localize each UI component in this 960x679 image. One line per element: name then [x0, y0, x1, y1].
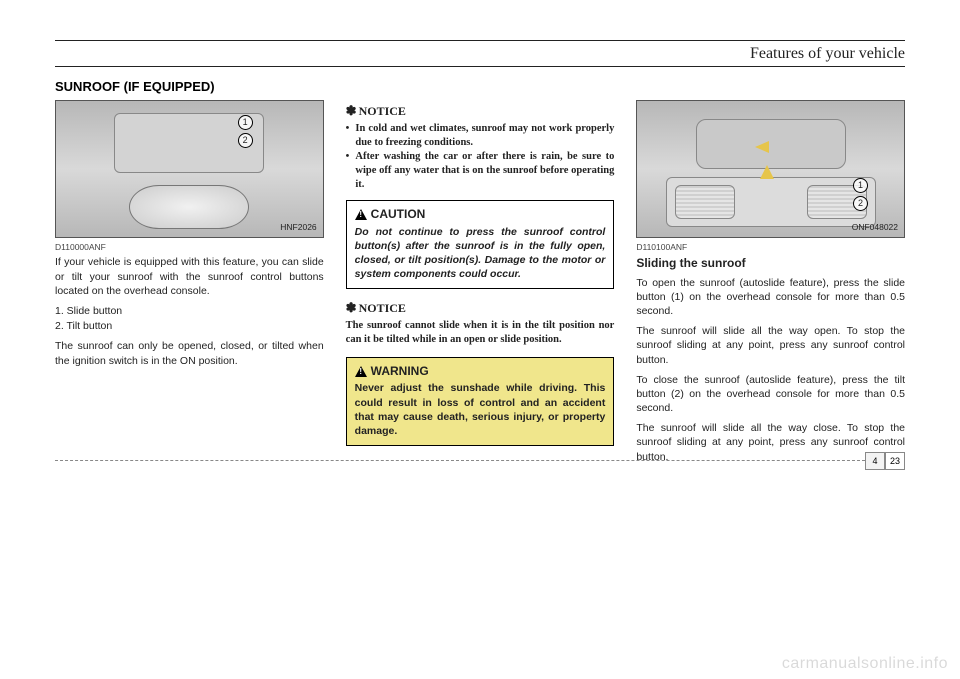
notice1-bullet2: After washing the car or after there is … — [355, 150, 614, 193]
col1-intro: If your vehicle is equipped with this fe… — [55, 255, 324, 298]
warning-triangle-icon — [355, 209, 367, 220]
bullet-dot: • — [346, 122, 350, 150]
header-section-title: Features of your vehicle — [750, 45, 905, 63]
callout-2: 2 — [238, 133, 253, 148]
figure1-label: HNF2026 — [280, 222, 316, 233]
notice1-label: NOTICE — [359, 104, 406, 118]
col1-para2: The sunroof can only be opened, closed, … — [55, 339, 324, 367]
caution-head: CAUTION — [355, 206, 606, 222]
warning-label: WARNING — [371, 363, 429, 379]
notice2-body: The sunroof cannot slide when it is in t… — [346, 319, 615, 347]
column-2: ✽NOTICE •In cold and wet climates, sunro… — [346, 100, 615, 470]
doc-code-1: D110000ANF — [55, 242, 324, 253]
warning-head: WARNING — [355, 363, 606, 379]
content-columns: 1 2 HNF2026 D110000ANF If your vehicle i… — [55, 100, 905, 470]
notice-symbol: ✽ — [346, 103, 357, 118]
figure2-label: ONF048022 — [852, 222, 898, 233]
notice1-head: ✽NOTICE — [346, 102, 615, 120]
warning-box: WARNING Never adjust the sunshade while … — [346, 357, 615, 446]
chapter-number: 4 — [865, 452, 885, 470]
dome-light-graphic — [666, 177, 876, 227]
arrow-up-icon — [760, 165, 774, 179]
callout-1: 1 — [853, 178, 868, 193]
col3-p1: To open the sunroof (autoslide feature),… — [636, 276, 905, 319]
caution-label: CAUTION — [371, 206, 426, 222]
sunroof-slot-graphic — [696, 119, 846, 169]
mirror-graphic — [129, 185, 249, 229]
footer-dashline — [55, 460, 865, 461]
bullet-dot: • — [346, 150, 350, 193]
col3-subhead: Sliding the sunroof — [636, 255, 905, 271]
notice-symbol: ✽ — [346, 300, 357, 315]
lens-left — [675, 185, 735, 219]
notice2-label: NOTICE — [359, 301, 406, 315]
figure1-callouts: 1 2 — [238, 115, 253, 148]
page-number-box: 4 23 — [865, 452, 905, 470]
warning-triangle-icon — [355, 366, 367, 377]
figure-overhead-console: 1 2 HNF2026 — [55, 100, 324, 238]
warning-body: Never adjust the sunshade while driving.… — [355, 381, 606, 438]
doc-code-2: D110100ANF — [636, 242, 905, 253]
section-title: SUNROOF (IF EQUIPPED) — [55, 79, 905, 94]
list-item-1: 1. Slide button — [55, 304, 324, 318]
figure2-callouts: 1 2 — [853, 178, 868, 211]
caution-body: Do not continue to press the sunroof con… — [355, 225, 606, 282]
arrow-left-icon — [755, 141, 769, 153]
callout-1: 1 — [238, 115, 253, 130]
notice1-body: •In cold and wet climates, sunroof may n… — [346, 122, 615, 193]
header-row: Features of your vehicle — [55, 45, 905, 67]
list-item-2: 2. Tilt button — [55, 319, 324, 333]
figure-sunroof-slide: 1 2 ONF048022 — [636, 100, 905, 238]
column-3: 1 2 ONF048022 D110100ANF Sliding the sun… — [636, 100, 905, 470]
column-1: 1 2 HNF2026 D110000ANF If your vehicle i… — [55, 100, 324, 470]
caution-box: CAUTION Do not continue to press the sun… — [346, 200, 615, 289]
callout-2: 2 — [853, 196, 868, 211]
col3-p3: To close the sunroof (autoslide feature)… — [636, 373, 905, 416]
page-footer: 4 23 — [55, 452, 905, 470]
watermark: carmanualsonline.info — [782, 655, 948, 673]
top-rule — [55, 40, 905, 41]
notice2-head: ✽NOTICE — [346, 299, 615, 317]
button-list: 1. Slide button 2. Tilt button — [55, 304, 324, 333]
page-number: 23 — [885, 452, 905, 470]
notice1-bullet1: In cold and wet climates, sunroof may no… — [355, 122, 614, 150]
col3-p2: The sunroof will slide all the way open.… — [636, 324, 905, 367]
